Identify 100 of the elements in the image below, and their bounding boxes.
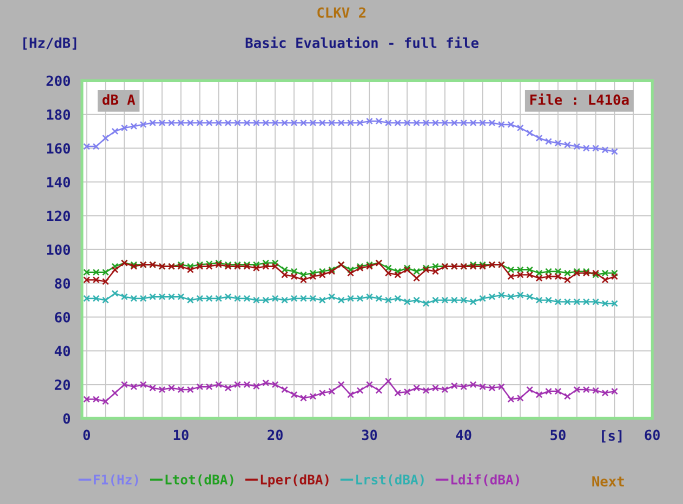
legend-label: Ldif(dBA) — [451, 474, 519, 486]
x-axis-title: [s] — [602, 430, 622, 443]
point — [384, 270, 392, 277]
y-tick-label: 80 — [55, 278, 70, 289]
point — [602, 390, 609, 396]
point — [318, 390, 326, 396]
point — [83, 143, 90, 150]
point — [602, 300, 609, 307]
annotation: File : L410a — [530, 93, 629, 105]
point — [215, 381, 222, 388]
point — [196, 294, 204, 302]
point — [470, 298, 477, 306]
point — [526, 293, 534, 300]
y-tick-label: 40 — [54, 346, 70, 356]
point — [224, 293, 232, 300]
point — [516, 266, 524, 274]
point — [300, 119, 307, 126]
point — [338, 296, 345, 304]
point — [290, 268, 298, 275]
point — [536, 274, 543, 282]
point — [366, 381, 373, 388]
x-tick-label: 10 — [174, 430, 188, 440]
point — [554, 140, 562, 147]
point — [413, 384, 420, 392]
point — [573, 143, 580, 150]
point — [384, 296, 392, 304]
point — [384, 378, 392, 385]
point — [92, 294, 100, 302]
point — [168, 384, 175, 392]
point — [413, 119, 420, 126]
point — [564, 270, 571, 277]
point — [318, 271, 326, 278]
point — [206, 260, 213, 268]
point — [243, 381, 250, 388]
point — [441, 386, 448, 394]
point — [413, 268, 420, 275]
point — [281, 271, 288, 278]
point — [479, 119, 486, 126]
point — [413, 274, 420, 282]
point — [394, 271, 402, 278]
point — [347, 294, 354, 302]
point — [394, 294, 402, 302]
point — [498, 383, 505, 390]
point — [186, 296, 194, 304]
point — [602, 276, 609, 284]
point — [582, 144, 590, 152]
point — [243, 294, 250, 302]
point — [611, 273, 618, 280]
point — [554, 298, 562, 306]
point — [92, 268, 100, 276]
point — [554, 268, 562, 275]
point — [526, 271, 534, 278]
point — [281, 266, 288, 274]
point — [375, 386, 382, 394]
point — [460, 296, 468, 304]
point — [300, 271, 307, 278]
point — [441, 119, 448, 126]
point — [130, 383, 138, 390]
point — [328, 388, 336, 395]
point — [252, 119, 260, 126]
point — [168, 119, 175, 126]
point — [130, 122, 138, 130]
point — [272, 262, 279, 270]
text: Next — [592, 476, 624, 487]
point — [92, 143, 100, 150]
point — [206, 119, 213, 126]
point — [309, 392, 316, 400]
point — [215, 119, 222, 126]
point — [545, 388, 552, 395]
point — [102, 278, 109, 286]
point — [564, 276, 571, 284]
legend-label: Ltot(dBA) — [166, 474, 234, 486]
point — [536, 296, 543, 304]
point — [450, 382, 458, 390]
point — [582, 386, 590, 394]
point — [498, 292, 505, 299]
point — [516, 394, 524, 402]
point — [384, 119, 392, 126]
point — [404, 388, 411, 396]
point — [309, 273, 316, 280]
point — [404, 119, 411, 126]
point — [130, 294, 138, 302]
point — [564, 298, 571, 306]
point — [356, 294, 364, 302]
point — [83, 294, 90, 302]
point — [196, 119, 204, 126]
point — [272, 294, 279, 302]
point — [488, 293, 496, 300]
point — [338, 119, 345, 126]
point — [290, 273, 298, 280]
y-tick-label: 140 — [47, 176, 70, 188]
point — [177, 293, 184, 300]
point — [611, 148, 618, 156]
point — [149, 119, 156, 126]
point — [186, 119, 194, 126]
point — [545, 268, 552, 275]
y-tick-label: 0 — [63, 413, 70, 424]
y-tick-label: 160 — [47, 143, 70, 154]
point — [394, 268, 402, 275]
point — [318, 268, 326, 275]
